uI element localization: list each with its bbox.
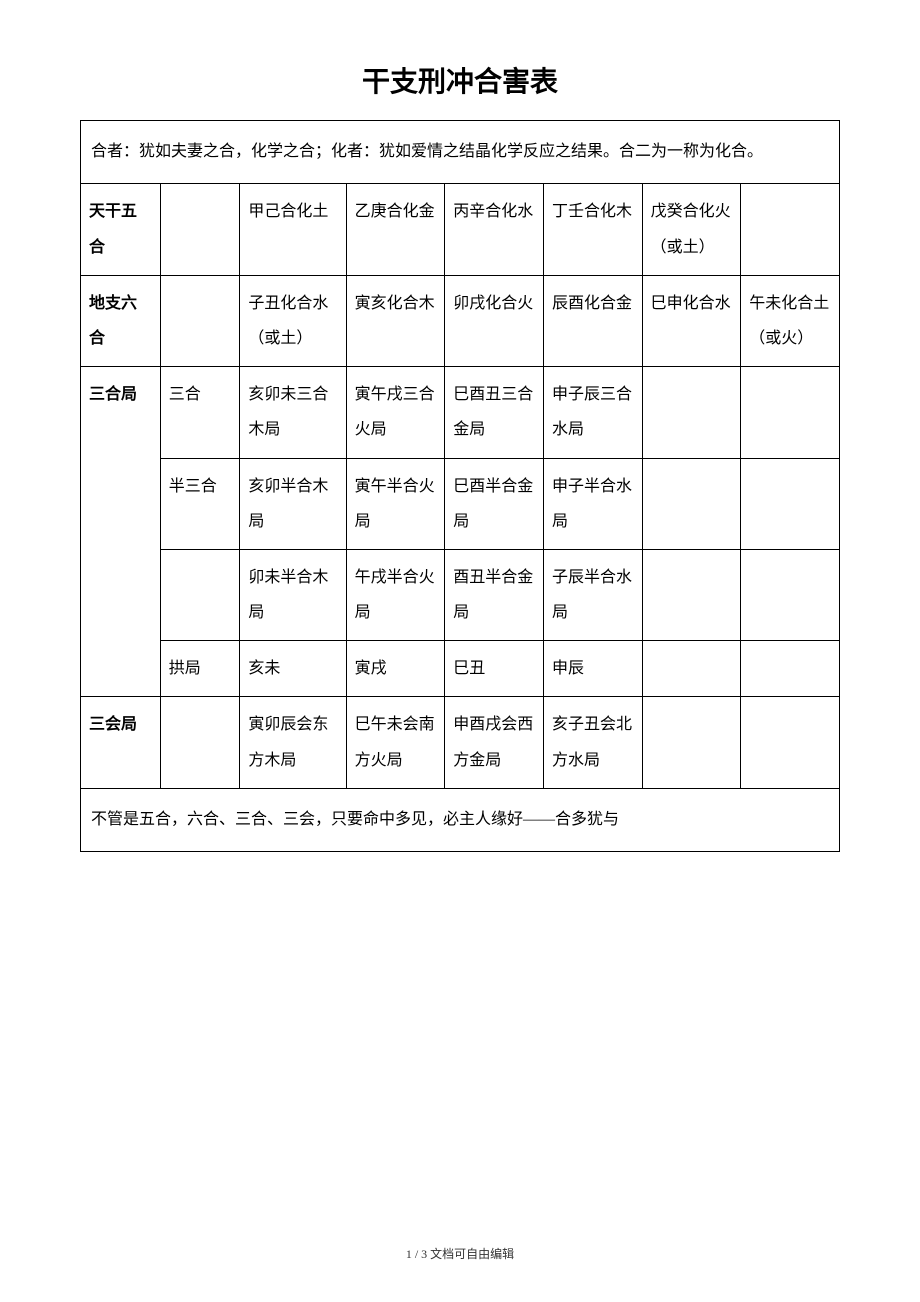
table-cell: 丁壬合化木: [543, 184, 642, 275]
table-cell: [642, 458, 741, 549]
table-cell: 甲己合化土: [240, 184, 346, 275]
table-cell: 巳丑: [445, 641, 544, 697]
table-cell: 丙辛合化水: [445, 184, 544, 275]
table-cell: 寅卯辰会东方木局: [240, 697, 346, 788]
table-cell: 亥卯半合木局: [240, 458, 346, 549]
table-cell: 戊癸合化火（或土）: [642, 184, 741, 275]
table-cell: [741, 641, 840, 697]
sanhe-row-3: 卯未半合木局 午戌半合火局 酉丑半合金局 子辰半合水局: [81, 549, 840, 640]
note-row: 不管是五合，六合、三合、三会，只要命中多见，必主人缘好——合多犹与: [81, 788, 840, 851]
main-table: 合者：犹如夫妻之合，化学之合；化者：犹如爱情之结晶化学反应之结果。合二为一称为化…: [80, 120, 840, 852]
table-cell: [642, 549, 741, 640]
sanhe-row-2: 半三合 亥卯半合木局 寅午半合火局 巳酉半合金局 申子半合水局: [81, 458, 840, 549]
table-cell: 申子辰三合水局: [543, 367, 642, 458]
intro-row: 合者：犹如夫妻之合，化学之合；化者：犹如爱情之结晶化学反应之结果。合二为一称为化…: [81, 121, 840, 184]
intro-cell: 合者：犹如夫妻之合，化学之合；化者：犹如爱情之结晶化学反应之结果。合二为一称为化…: [81, 121, 840, 184]
sanhui-label: 三会局: [81, 697, 161, 788]
table-cell: 巳酉丑三合金局: [445, 367, 544, 458]
table-cell: 申子半合水局: [543, 458, 642, 549]
page-title: 干支刑冲合害表: [80, 60, 840, 100]
table-cell: [642, 367, 741, 458]
table-cell: [741, 697, 840, 788]
table-cell: [642, 697, 741, 788]
table-cell: 巳申化合水: [642, 275, 741, 366]
table-cell: [160, 697, 240, 788]
dizhi-label: 地支六合: [81, 275, 161, 366]
sanhe-row-4: 拱局 亥未 寅戌 巳丑 申辰: [81, 641, 840, 697]
table-cell: 子丑化合水（或土）: [240, 275, 346, 366]
table-cell: [160, 275, 240, 366]
table-cell: 卯未半合木局: [240, 549, 346, 640]
table-cell: 亥未: [240, 641, 346, 697]
sanhe-row-1: 三合局 三合 亥卯未三合木局 寅午戌三合火局 巳酉丑三合金局 申子辰三合水局: [81, 367, 840, 458]
table-cell: 酉丑半合金局: [445, 549, 544, 640]
table-cell: 寅戌: [346, 641, 445, 697]
table-cell: 子辰半合水局: [543, 549, 642, 640]
tiangan-row: 天干五合 甲己合化土 乙庚合化金 丙辛合化水 丁壬合化木 戊癸合化火（或土）: [81, 184, 840, 275]
table-cell: [160, 549, 240, 640]
table-cell: 亥子丑会北方水局: [543, 697, 642, 788]
dizhi-row: 地支六合 子丑化合水（或土） 寅亥化合木 卯戌化合火 辰酉化合金 巳申化合水 午…: [81, 275, 840, 366]
table-cell: 寅午半合火局: [346, 458, 445, 549]
table-cell: 卯戌化合火: [445, 275, 544, 366]
table-cell: [642, 641, 741, 697]
table-cell: 寅午戌三合火局: [346, 367, 445, 458]
table-cell: 午戌半合火局: [346, 549, 445, 640]
tiangan-label: 天干五合: [81, 184, 161, 275]
table-cell: 巳酉半合金局: [445, 458, 544, 549]
table-cell: [741, 184, 840, 275]
table-cell: [160, 184, 240, 275]
page-footer: 1 / 3 文档可自由编辑: [0, 1245, 920, 1262]
table-cell: [741, 367, 840, 458]
table-cell: 拱局: [160, 641, 240, 697]
sanhe-label: 三合局: [81, 367, 161, 697]
table-cell: 半三合: [160, 458, 240, 549]
table-cell: 午未化合土（或火）: [741, 275, 840, 366]
table-cell: [741, 458, 840, 549]
table-cell: [741, 549, 840, 640]
table-cell: 申辰: [543, 641, 642, 697]
sanhui-row: 三会局 寅卯辰会东方木局 巳午未会南方火局 申酉戌会西方金局 亥子丑会北方水局: [81, 697, 840, 788]
table-cell: 三合: [160, 367, 240, 458]
table-cell: 申酉戌会西方金局: [445, 697, 544, 788]
note-cell: 不管是五合，六合、三合、三会，只要命中多见，必主人缘好——合多犹与: [81, 788, 840, 851]
table-cell: 巳午未会南方火局: [346, 697, 445, 788]
table-cell: 辰酉化合金: [543, 275, 642, 366]
table-cell: 乙庚合化金: [346, 184, 445, 275]
table-cell: 亥卯未三合木局: [240, 367, 346, 458]
table-cell: 寅亥化合木: [346, 275, 445, 366]
